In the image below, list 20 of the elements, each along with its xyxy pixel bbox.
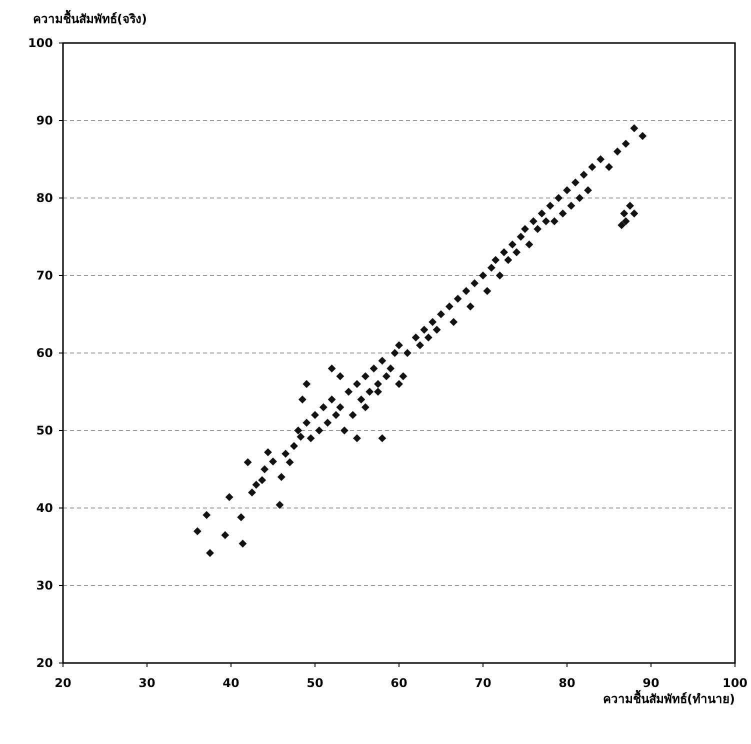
x-tick-label: 70 <box>474 676 492 690</box>
x-tick-label: 60 <box>390 676 408 690</box>
y-tick-label: 40 <box>36 501 53 515</box>
x-tick-label: 90 <box>642 676 660 690</box>
y-tick-label: 30 <box>36 578 53 592</box>
y-tick-label: 60 <box>36 346 53 360</box>
x-axis-title: ความชื้นสัมพัทธ์(ทำนาย) <box>603 689 735 706</box>
y-tick-label: 20 <box>36 656 53 670</box>
y-tick-label: 70 <box>36 268 53 282</box>
y-tick-label: 90 <box>36 114 53 128</box>
x-tick-label: 80 <box>558 676 576 690</box>
x-tick-label: 20 <box>54 676 72 690</box>
x-tick-label: 40 <box>222 676 240 690</box>
y-tick-label: 100 <box>28 36 53 50</box>
x-tick-label: 100 <box>722 676 748 690</box>
y-tick-label: 50 <box>36 424 53 438</box>
y-axis-title: ความชื้นสัมพัทธ์(จริง) <box>33 9 147 26</box>
x-tick-label: 30 <box>138 676 156 690</box>
y-tick-label: 80 <box>36 191 53 205</box>
x-tick-label: 50 <box>306 676 324 690</box>
